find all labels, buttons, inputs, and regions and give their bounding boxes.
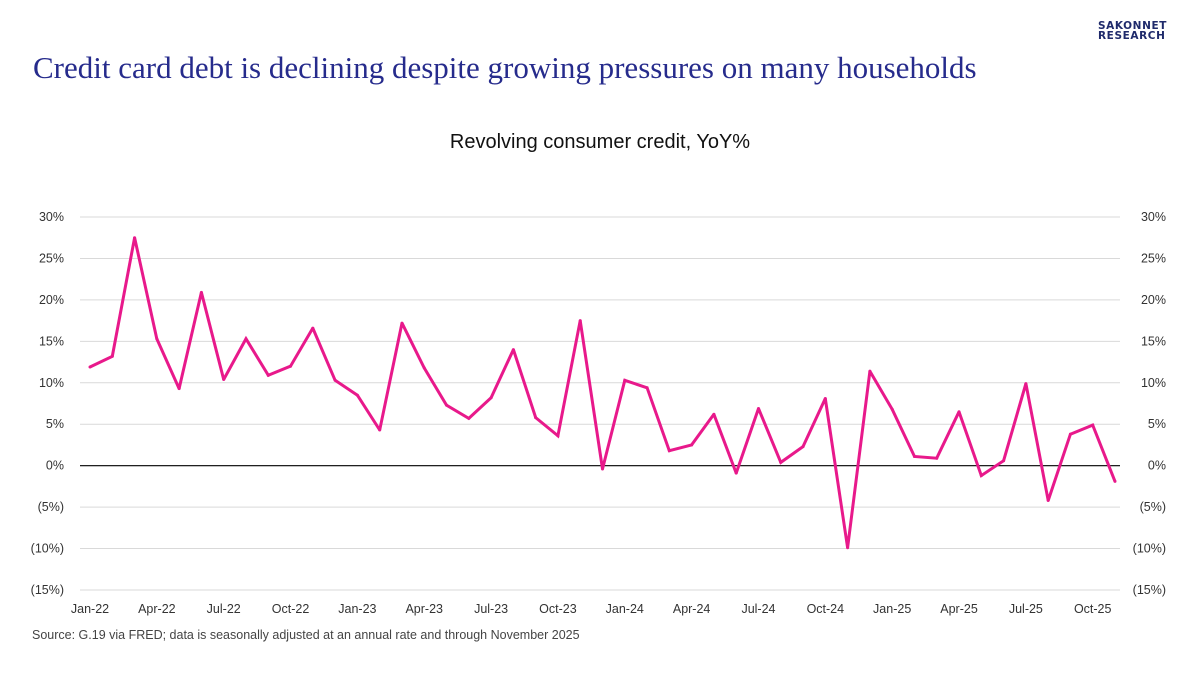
data-point (601, 467, 604, 471)
data-point (667, 449, 671, 453)
data-point (801, 445, 805, 449)
data-point (266, 373, 270, 377)
data-point (155, 337, 159, 341)
data-point (1113, 479, 1117, 483)
logo-line-2: RESEARCH (1098, 30, 1166, 42)
data-point (199, 290, 203, 294)
y-tick-label-right: 10% (1141, 376, 1166, 390)
data-point (222, 377, 226, 381)
data-point (734, 471, 738, 475)
y-tick-label-left: 5% (46, 417, 64, 431)
data-point (534, 416, 538, 420)
data-point (912, 455, 916, 459)
data-point (578, 319, 582, 323)
y-tick-label-left: 20% (39, 293, 64, 307)
data-point (1002, 459, 1006, 463)
data-point (400, 321, 404, 325)
x-axis: Jan-22 Apr-22 Jul-22 Oct-22 Jan-23 Apr-23 Jul-… (71, 602, 1112, 616)
y-tick-label-right: 0% (1148, 459, 1166, 473)
data-point (133, 236, 137, 240)
data-point (779, 460, 783, 464)
data-point (378, 428, 382, 432)
data-point (645, 386, 649, 390)
data-point (868, 369, 872, 373)
x-tick-label: Apr-24 (673, 602, 711, 616)
data-point (177, 387, 181, 391)
data-point (467, 416, 471, 420)
data-point (489, 396, 493, 400)
y-tick-label-left: (15%) (31, 583, 64, 597)
y-tick-label-right: (10%) (1133, 542, 1166, 556)
y-axis-left: 30% 25% 20% 15% 10% 5% 0% (5%) (10%) (15%) (31, 210, 64, 597)
chart-title: Revolving consumer credit, YoY% (449, 131, 751, 153)
x-tick-label: Jul-25 (1009, 602, 1043, 616)
data-point (623, 378, 627, 382)
data-point (823, 397, 827, 401)
y-tick-label-right: (5%) (1140, 500, 1166, 514)
headline: Credit card debt is declining despite gr… (33, 50, 977, 85)
data-point (445, 403, 449, 407)
y-tick-label-left: 15% (39, 334, 64, 348)
x-tick-label: Jul-24 (741, 602, 775, 616)
logo-line-1: SAKONNET (1098, 20, 1167, 32)
series-line (89, 237, 1117, 548)
x-tick-label: Apr-25 (940, 602, 978, 616)
x-tick-label: Jan-24 (606, 602, 644, 616)
data-point (289, 364, 293, 368)
logo: SAKONNET RESEARCH (1098, 20, 1167, 42)
data-point (244, 337, 248, 341)
data-point (1068, 432, 1072, 436)
x-tick-label: Jan-23 (338, 602, 376, 616)
data-point (957, 410, 961, 414)
data-point (756, 406, 760, 410)
data-point (355, 393, 359, 397)
y-tick-label-left: (10%) (31, 542, 64, 556)
grid-lines (80, 216, 1120, 591)
series-layer (88, 236, 1117, 550)
x-tick-label: Oct-23 (539, 602, 577, 616)
data-point (1024, 382, 1028, 386)
data-point (712, 412, 716, 416)
data-point (511, 348, 515, 352)
data-point (690, 443, 694, 447)
y-tick-label-right: (15%) (1133, 583, 1166, 597)
y-tick-label-right: 20% (1141, 293, 1166, 307)
y-tick-label-left: 25% (39, 251, 64, 265)
data-point (846, 546, 850, 550)
x-tick-label: Jul-22 (207, 602, 241, 616)
y-tick-label-right: 25% (1141, 251, 1166, 265)
y-tick-label-left: (5%) (38, 500, 64, 514)
x-tick-label: Jul-23 (474, 602, 508, 616)
y-tick-label-left: 10% (39, 376, 64, 390)
data-point (110, 354, 114, 358)
x-tick-label: Apr-23 (405, 602, 443, 616)
data-point (88, 365, 92, 369)
x-tick-label: Oct-24 (807, 602, 845, 616)
y-axis-right: 30% 25% 20% 15% 10% 5% 0% (5%) (10%) (15%) (1133, 210, 1166, 597)
y-tick-label-right: 5% (1148, 417, 1166, 431)
x-tick-label: Jan-22 (71, 602, 109, 616)
data-point (556, 434, 560, 438)
data-point (935, 456, 939, 460)
y-tick-label-right: 30% (1141, 210, 1166, 224)
data-point (890, 407, 894, 411)
source-note: Source: G.19 via FRED; data is seasonall… (32, 628, 580, 642)
data-point (1091, 423, 1095, 427)
x-tick-label: Apr-22 (138, 602, 176, 616)
data-point (1046, 498, 1050, 502)
y-tick-label-left: 0% (46, 459, 64, 473)
data-point (333, 378, 337, 382)
x-tick-label: Jan-25 (873, 602, 911, 616)
y-tick-label-right: 15% (1141, 334, 1166, 348)
x-tick-label: Oct-22 (272, 602, 310, 616)
data-point (422, 366, 426, 370)
x-tick-label: Oct-25 (1074, 602, 1112, 616)
y-tick-label-left: 30% (39, 210, 64, 224)
data-point (979, 474, 983, 478)
data-point (311, 326, 315, 330)
